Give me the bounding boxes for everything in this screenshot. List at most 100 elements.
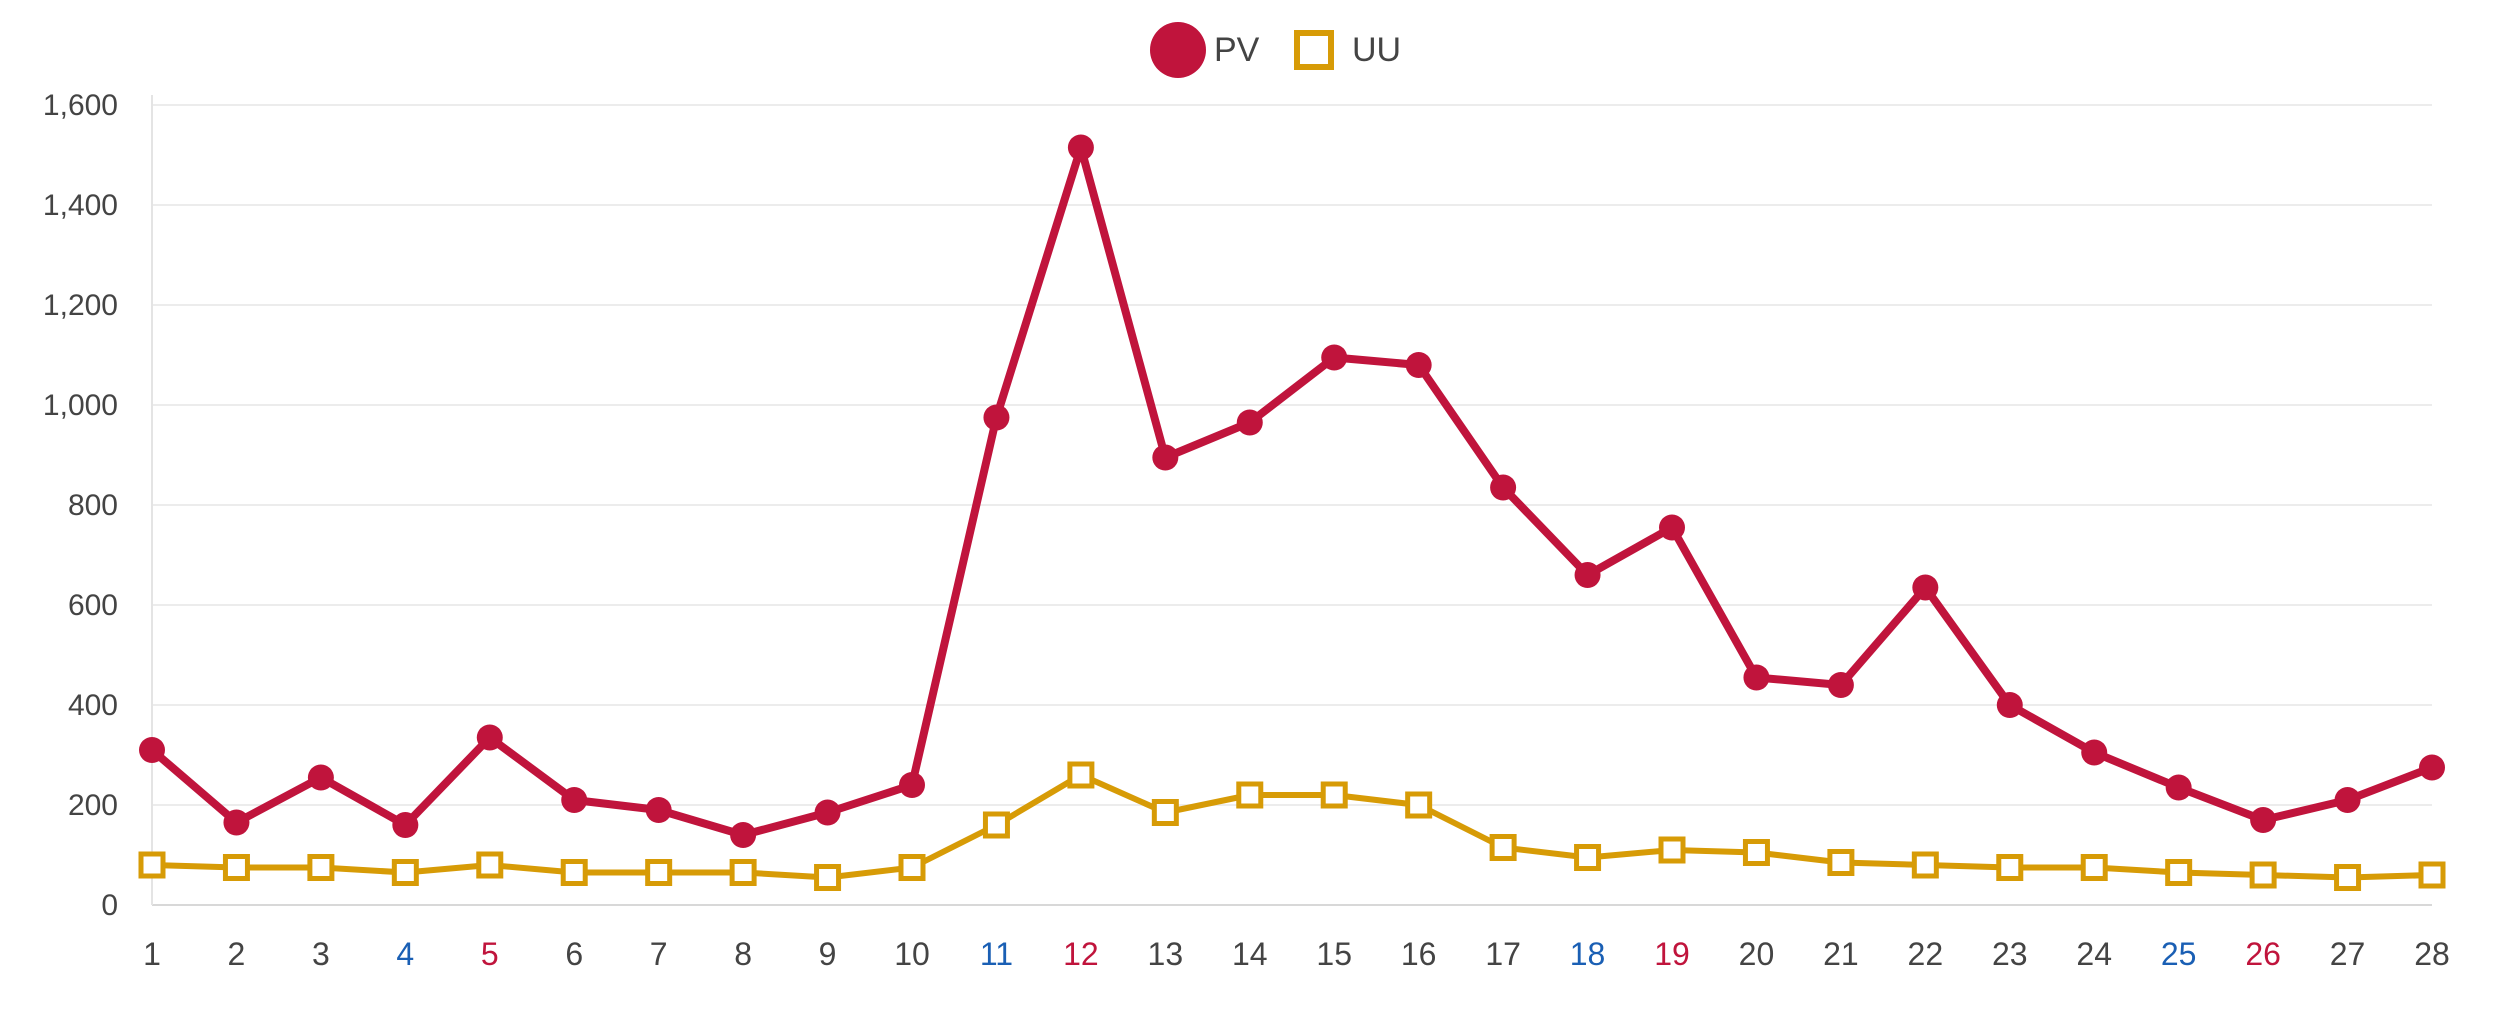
series-pv [139, 134, 2445, 848]
series-line-uu [149, 772, 2435, 881]
data-point-pv [814, 799, 841, 826]
data-point-uu [1827, 849, 1855, 876]
data-point-pv [1827, 672, 1854, 698]
x-tick-label: 11 [980, 936, 1013, 972]
x-tick-label: 4 [396, 936, 414, 972]
x-tick-label: 17 [1485, 936, 1521, 972]
data-point-pv [983, 404, 1010, 431]
data-point-pv [2250, 807, 2277, 833]
data-point-pv [1490, 474, 1517, 501]
x-tick-label: 20 [1739, 936, 1775, 972]
x-tick-label: 5 [481, 936, 499, 972]
data-point-uu [1911, 851, 1939, 879]
data-point-pv [2081, 739, 2108, 766]
x-tick-label: 10 [894, 936, 930, 972]
legend-label-uu: UU [1352, 31, 1401, 69]
data-point-uu [645, 859, 673, 886]
data-point-pv [1912, 574, 1939, 601]
data-point-uu [307, 854, 335, 881]
data-point-pv [1405, 352, 1432, 378]
y-tick-label: 1,200 [43, 289, 118, 322]
legend: PV UU [1150, 22, 1401, 78]
x-tick-label: 8 [734, 936, 752, 972]
x-tick-label: 22 [1908, 936, 1944, 972]
series-lines [138, 134, 2446, 891]
x-tick-label: 12 [1063, 936, 1099, 972]
data-point-uu [2165, 859, 2193, 886]
data-point-uu [2249, 861, 2277, 889]
x-tick-label: 3 [312, 936, 330, 972]
x-tick-label: 24 [2076, 936, 2112, 972]
series-uu [138, 761, 2446, 891]
data-point-uu [138, 851, 166, 879]
y-tick-label: 200 [68, 789, 118, 822]
data-point-uu [814, 864, 842, 891]
data-point-uu [729, 859, 757, 886]
y-tick-label: 1,600 [43, 89, 118, 122]
data-point-uu [560, 859, 588, 886]
x-tick-label: 28 [2414, 936, 2450, 972]
data-point-pv [2165, 774, 2192, 801]
data-point-pv [1236, 409, 1263, 436]
data-point-uu [1996, 854, 2024, 881]
x-tick-label: 18 [1570, 936, 1606, 972]
data-point-uu [1742, 839, 1770, 866]
legend-marker-uu [1294, 30, 1334, 70]
y-tick-label: 800 [68, 489, 118, 522]
data-point-pv [645, 797, 672, 823]
data-point-pv [1152, 444, 1179, 471]
data-point-uu [898, 854, 926, 881]
x-tick-label: 14 [1232, 936, 1268, 972]
axes: 0 200 400 600 800 1,000 1,200 1,400 1,600 1 2 3 4 5 6 7… [43, 89, 2450, 972]
x-tick-label: 7 [650, 936, 668, 972]
x-tick-label: 27 [2330, 936, 2366, 972]
data-point-uu [982, 811, 1010, 839]
y-tick-label: 1,000 [43, 389, 118, 422]
data-point-uu [1236, 781, 1264, 809]
data-point-pv [476, 724, 503, 751]
data-point-pv [561, 787, 588, 813]
y-tick-label: 1,400 [43, 189, 118, 222]
x-tick-label: 2 [228, 936, 246, 972]
data-point-uu [391, 859, 419, 886]
data-point-uu [1574, 844, 1602, 871]
x-tick-label: 13 [1148, 936, 1184, 972]
data-point-uu [2080, 854, 2108, 881]
data-point-uu [1405, 791, 1433, 819]
y-tick-label: 0 [101, 889, 118, 922]
data-point-uu [2334, 864, 2362, 891]
data-point-pv [307, 764, 334, 791]
data-point-pv [2419, 754, 2445, 781]
data-point-pv [139, 737, 165, 763]
data-point-uu [2418, 861, 2446, 889]
data-point-pv [2334, 787, 2361, 813]
data-point-pv [223, 809, 250, 836]
data-point-pv [730, 822, 757, 848]
x-tick-label: 23 [1992, 936, 2028, 972]
series-line-pv [148, 143, 2436, 839]
data-point-pv [1321, 344, 1348, 371]
data-point-pv [1067, 134, 1094, 161]
x-tick-label: 15 [1316, 936, 1352, 972]
x-tick-label: 25 [2161, 936, 2197, 972]
data-point-uu [1067, 761, 1095, 789]
x-tick-label: 16 [1401, 936, 1437, 972]
data-point-pv [1996, 692, 2023, 718]
data-point-uu [1151, 799, 1179, 826]
data-point-uu [1320, 781, 1348, 809]
data-point-pv [392, 812, 419, 838]
data-point-uu [476, 851, 504, 879]
y-tick-label: 600 [68, 589, 118, 622]
y-tick-label: 400 [68, 689, 118, 722]
x-tick-label: 21 [1823, 936, 1859, 972]
data-point-pv [899, 772, 925, 798]
x-tick-label: 26 [2245, 936, 2281, 972]
data-point-pv [1574, 562, 1601, 588]
x-tick-label: 9 [819, 936, 837, 972]
legend-label-pv: PV [1214, 31, 1260, 69]
x-tick-label: 19 [1654, 936, 1690, 972]
data-point-uu [1658, 836, 1686, 864]
x-tick-label: 6 [565, 936, 583, 972]
data-point-uu [1489, 834, 1517, 861]
